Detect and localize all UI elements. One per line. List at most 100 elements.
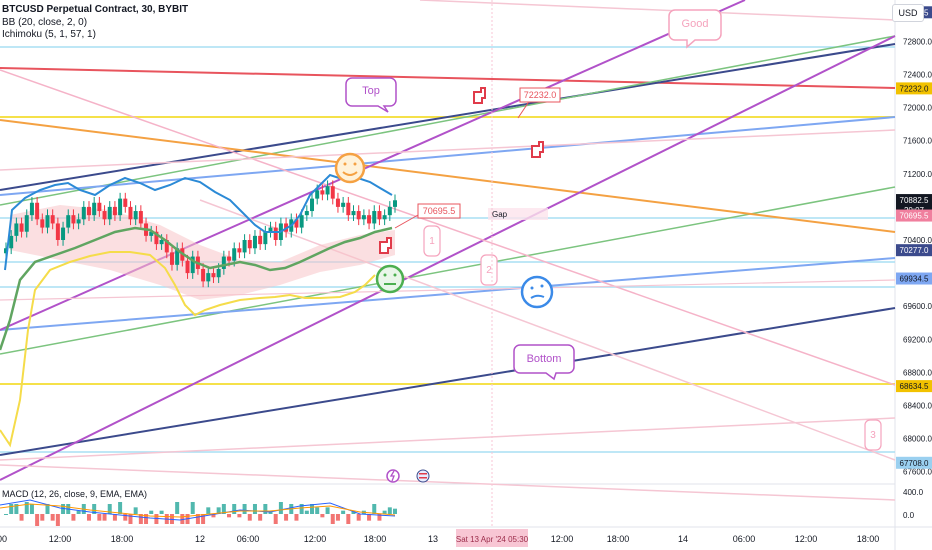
candle-body (227, 256, 232, 261)
candle-body (102, 211, 107, 220)
price-tick: 72400.0 (903, 70, 932, 79)
currency-button[interactable]: USD (892, 4, 924, 22)
neutral-face-icon (375, 264, 405, 294)
macd-bar (128, 514, 133, 524)
candle-body (263, 231, 268, 245)
candle-body (273, 227, 278, 240)
macd-bar (118, 502, 123, 514)
candle-body (19, 223, 24, 232)
time-tick: 12:00 (304, 534, 327, 544)
price-label: 70695.5 (900, 212, 929, 221)
lightning-event-icon[interactable] (386, 469, 400, 483)
price-callout-high[interactable]: 72232.0 (517, 87, 561, 119)
macd-bar (341, 510, 346, 514)
candle-body (206, 273, 211, 282)
macd-bar (304, 510, 309, 514)
wave-label-1[interactable]: 1 (423, 225, 441, 257)
macd-tick-0: 0.0 (903, 511, 915, 520)
wave-label-2[interactable]: 2 (480, 254, 498, 286)
price-label: 70882.5 (900, 196, 929, 205)
candle-body (367, 215, 372, 224)
wave-label-3[interactable]: 3 (864, 419, 882, 451)
time-tick: 00 (0, 534, 7, 544)
candle-body (356, 211, 361, 220)
trendline-pink-7 (0, 279, 896, 301)
price-label-bg (896, 456, 932, 469)
candle-body (118, 198, 123, 216)
candle-body (50, 215, 55, 224)
macd-bar (14, 504, 19, 514)
macd-bar (55, 514, 60, 526)
candle-body (351, 211, 356, 216)
price-label-bg (896, 380, 932, 393)
candle-body (164, 240, 169, 253)
time-tick: 06:00 (237, 534, 260, 544)
macd-bar (4, 514, 8, 515)
macd-bar (86, 514, 91, 521)
candle-body (330, 186, 335, 199)
bollinger-upper-line (4, 173, 393, 271)
macd-bar (45, 504, 50, 514)
candle-body (86, 206, 91, 216)
candle-body (387, 206, 392, 216)
us-flag-event-icon[interactable] (416, 469, 430, 483)
candle-body (237, 248, 242, 253)
macd-bar (92, 504, 97, 514)
trendline-green-lower (0, 186, 896, 355)
hand-pointer-icon (531, 141, 544, 158)
top-callout[interactable]: Top (345, 77, 397, 113)
price-axis[interactable]: 72800.0 72400.0 72000.0 71600.0 71200.0 70400… (903, 37, 932, 476)
price-callout-now[interactable]: 70695.5 (394, 203, 461, 229)
trendline-pink-3 (0, 129, 896, 171)
macd-bar (258, 514, 263, 521)
macd-bar (356, 514, 361, 521)
time-tick: 18:00 (857, 534, 880, 544)
macd-bar (372, 504, 377, 514)
candle-body (299, 215, 304, 228)
time-tick: 18:00 (607, 534, 630, 544)
candle-body (294, 219, 299, 228)
macd-bar (237, 514, 242, 518)
macd-indicator-label[interactable]: MACD (12, 26, close, 9, EMA, EMA) (2, 489, 148, 499)
macd-bar (310, 504, 315, 514)
good-callout[interactable]: Good (668, 9, 722, 49)
ichimoku-indicator-label[interactable]: Ichimoku (5, 1, 57, 1) (2, 29, 96, 40)
candle-body (190, 256, 195, 274)
macd-bar (232, 504, 237, 514)
macd-bar (159, 510, 164, 514)
candle-body (377, 211, 382, 220)
macd-bar (9, 504, 14, 514)
macd-bar (107, 504, 112, 514)
macd-bar (330, 514, 335, 524)
macd-bar (211, 514, 216, 518)
candle-body (61, 227, 66, 240)
candle-body (66, 215, 71, 228)
macd-bar (299, 504, 304, 514)
candle-body (258, 235, 263, 245)
price-tick: 71600.0 (903, 137, 932, 146)
macd-signal-line (0, 503, 396, 518)
bb-indicator-label[interactable]: BB (20, close, 2, 0) (2, 17, 88, 28)
macd-bar (252, 504, 257, 514)
chart-title: BTCUSD Perpetual Contract, 30, BYBIT (2, 4, 189, 15)
macd-bar (315, 507, 320, 514)
trendline-purple-upper (0, 0, 746, 331)
candle-body (9, 235, 14, 249)
price-label-bg (896, 244, 932, 257)
candle-body (247, 240, 252, 249)
macd-bar (40, 514, 45, 521)
macd-bar (351, 510, 356, 514)
macd-bar (35, 514, 40, 526)
candle-body (335, 198, 340, 207)
time-tick: 13 (428, 534, 438, 544)
macd-bar (76, 510, 81, 514)
price-label: 72232.0 (900, 84, 929, 93)
macd-bar (216, 507, 221, 514)
candle-body (123, 198, 128, 207)
bottom-callout[interactable]: Bottom (513, 344, 575, 381)
candle-body (315, 190, 320, 199)
candles-layer (4, 180, 397, 288)
trendline-pink-5 (0, 417, 896, 461)
